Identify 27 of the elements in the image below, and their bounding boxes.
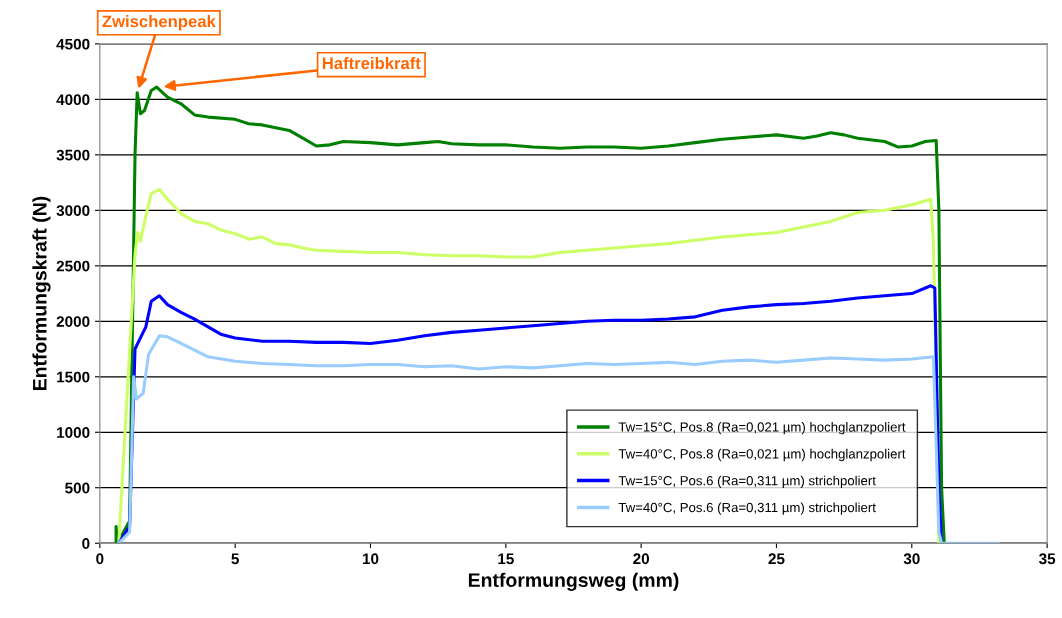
annotation: Zwischenpeak [102, 15, 216, 31]
y-axis-title: Entformungskraft (N) [32, 196, 51, 390]
legend-label: Tw=40°C, Pos.6 (Ra=0,311 µm) strichpoliert [618, 502, 876, 515]
x-axis-title: Entformungsweg (mm) [468, 572, 679, 591]
line-series [117, 334, 1000, 544]
legend-label: Tw=40°C, Pos.8 (Ra=0,021 µm) hochglanzpoliert [618, 448, 906, 462]
x-tick-label: 5 [231, 553, 239, 565]
y-tick-label: 4000 [56, 94, 90, 106]
y-tick-label: 3000 [56, 205, 90, 217]
legend-label: Tw=15°C, Pos.8 (Ra=0,021 µm) hochglanzpoliert [618, 422, 906, 435]
y-tick-label: 1500 [57, 371, 90, 383]
x-tick-label: 10 [362, 553, 379, 565]
y-tick-label: 2500 [56, 260, 90, 272]
y-tick-label: 4500 [56, 38, 90, 50]
annotation: Haftreibkraft [322, 56, 421, 70]
x-tick-label: 15 [498, 553, 514, 565]
x-tick-label: 20 [633, 553, 650, 565]
legend-label: Tw=15°C, Pos.6 (Ra=0,311 µm) strichpoliert [618, 475, 876, 488]
y-tick-label: 0 [82, 538, 90, 549]
y-tick-label: 2000 [56, 316, 90, 327]
x-tick-label: 35 [1038, 553, 1056, 565]
y-tick-label: 3500 [56, 149, 90, 161]
y-tick-label: 500 [65, 482, 90, 494]
x-tick-label: 0 [96, 553, 104, 565]
x-tick-label: 30 [903, 553, 920, 565]
y-tick-label: 1000 [57, 427, 90, 438]
x-tick-label: 25 [768, 553, 785, 565]
